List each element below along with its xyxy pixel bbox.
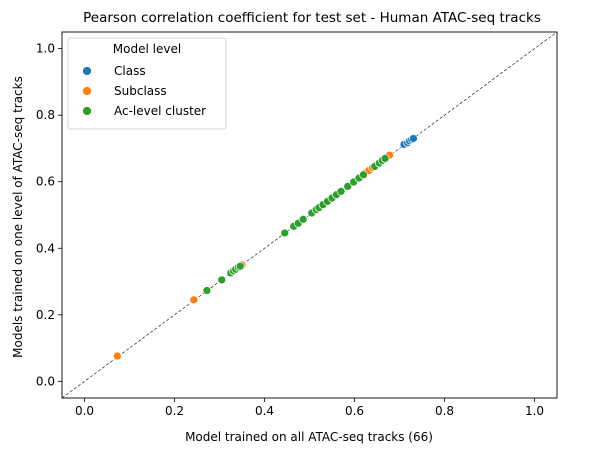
y-tick-label: 0.6	[36, 175, 55, 189]
x-tick-label: 0.8	[435, 404, 454, 418]
point-ac-level-cluster	[217, 275, 227, 285]
point-ac-level-cluster	[235, 261, 245, 271]
point-class	[409, 134, 418, 143]
y-tick-label: 0.2	[36, 308, 55, 322]
data-points	[112, 134, 418, 361]
x-tick-label: 0.4	[255, 404, 274, 418]
point-subclass	[112, 351, 122, 361]
point-ac-level-cluster	[343, 182, 353, 191]
x-axis-label: Model trained on all ATAC-seq tracks (66…	[185, 430, 433, 444]
plot-frame	[61, 31, 558, 399]
x-axis-ticks: 0.0 0.2 0.4 0.6 0.8 1.0	[75, 398, 544, 418]
legend-label-class: Class	[114, 64, 146, 78]
legend-label-ac-level-cluster: Ac-level cluster	[114, 104, 206, 118]
legend: Model level Class Subclass Ac-level cluste…	[67, 37, 227, 130]
x-tick-label: 1.0	[525, 404, 544, 418]
point-ac-level-cluster	[280, 228, 290, 238]
y-tick-label: 0.8	[36, 108, 55, 122]
y-axis-ticks: 0.0 0.2 0.4 0.6 0.8 1.0	[36, 42, 62, 388]
point-ac-level-cluster	[359, 170, 368, 180]
x-tick-label: 0.0	[75, 404, 94, 418]
y-tick-label: 0.4	[36, 241, 55, 255]
y-tick-label: 1.0	[36, 42, 55, 56]
legend-box	[67, 37, 227, 130]
legend-marker-class	[82, 66, 92, 76]
point-ac-level-cluster	[298, 214, 308, 224]
point-ac-level-cluster	[380, 154, 390, 163]
point-subclass	[189, 295, 199, 305]
x-tick-label: 0.6	[345, 404, 364, 418]
point-ac-level-cluster	[336, 187, 346, 196]
legend-items: Class Subclass Ac-level cluster	[82, 64, 206, 118]
point-ac-level-cluster	[202, 286, 212, 295]
legend-title: Model level	[113, 42, 181, 56]
y-tick-label: 0.0	[36, 374, 55, 388]
x-tick-label: 0.2	[165, 404, 184, 418]
plot-area	[61, 31, 558, 399]
legend-marker-subclass	[82, 86, 92, 96]
legend-marker-ac-level-cluster	[82, 106, 92, 116]
y-axis-label: Models trained on one level of ATAC-seq …	[11, 76, 25, 358]
chart-title: Pearson correlation coefficient for test…	[83, 10, 541, 26]
legend-label-subclass: Subclass	[114, 84, 167, 98]
